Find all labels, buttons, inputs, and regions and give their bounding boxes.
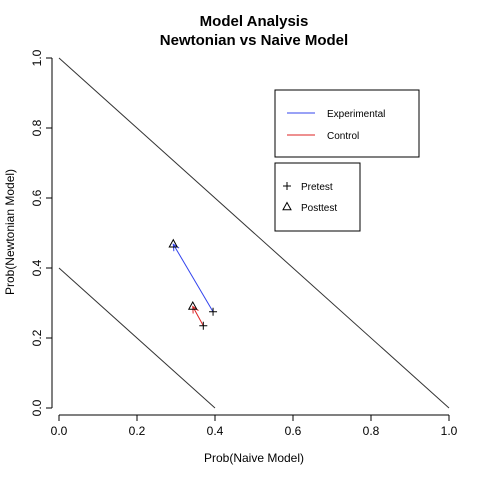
legend-label-experimental: Experimental	[327, 109, 385, 120]
chart-subtitle: Newtonian vs Naive Model	[160, 32, 348, 49]
series-layer	[168, 238, 218, 330]
experimental-pretest-point	[209, 307, 218, 316]
x-tick-label: 1.0	[441, 424, 458, 438]
x-tick-label: 0.8	[363, 424, 380, 438]
y-axis-label: Prob(Newtonian Model)	[3, 169, 17, 295]
y-tick-label: 0.6	[30, 189, 44, 206]
x-tick-label: 0.0	[51, 424, 68, 438]
legend-label-posttest: Posttest	[301, 203, 337, 214]
legend-box-timepoints	[274, 162, 361, 232]
reference-line	[58, 57, 450, 409]
experimental-posttest-point	[168, 238, 179, 248]
control-posttest-point	[187, 300, 198, 310]
legend-label-pretest: Pretest	[301, 182, 333, 193]
y-tick-label: 0.0	[30, 399, 44, 416]
reference-line	[58, 267, 216, 409]
x-tick-label: 0.6	[285, 424, 302, 438]
y-tick-label: 0.8	[30, 119, 44, 136]
legend-symbol-pretest	[283, 182, 291, 190]
experimental-change-line	[172, 243, 214, 313]
legend-symbol-posttest	[282, 201, 292, 211]
chart-title: Model Analysis	[200, 13, 309, 30]
y-tick-label: 1.0	[30, 49, 44, 66]
legend-box-groups	[274, 89, 420, 158]
legends: Experimental Control Pretest Posttest	[274, 89, 420, 232]
x-axis-label: Prob(Naive Model)	[204, 451, 304, 465]
x-tick-label: 0.2	[129, 424, 146, 438]
axes: 0.0 0.2 0.4 0.6 0.8 1.0 0.0 0.2 0.4 0.6 0.8 1.0	[30, 49, 458, 438]
x-tick-label: 0.4	[207, 424, 224, 438]
control-pretest-point	[199, 321, 208, 330]
legend-label-control: Control	[327, 131, 359, 142]
y-tick-label: 0.2	[30, 329, 44, 346]
y-tick-label: 0.4	[30, 259, 44, 276]
reference-lines	[58, 57, 450, 409]
